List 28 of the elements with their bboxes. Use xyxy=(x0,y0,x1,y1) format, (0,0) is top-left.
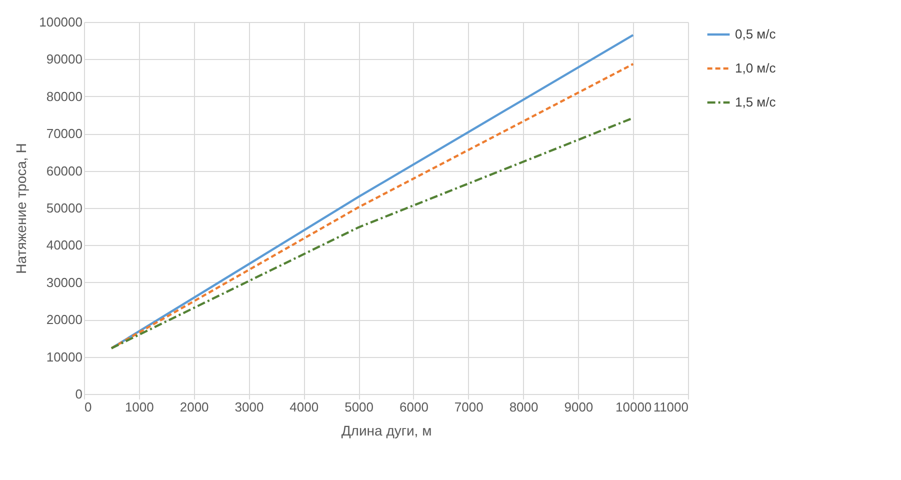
y-tick-label: 80000 xyxy=(46,88,82,104)
x-tick-label: 0 xyxy=(84,400,92,414)
y-tick-label: 50000 xyxy=(46,200,82,216)
x-tick-label: 11000 xyxy=(653,400,688,414)
y-tick-label: 0 xyxy=(75,386,82,402)
y-tick-label: 40000 xyxy=(46,238,82,253)
x-tick-label: 7000 xyxy=(454,400,484,414)
legend-label: 1,0 м/с xyxy=(735,60,776,76)
x-tick-label: 5000 xyxy=(344,400,374,414)
x-tick-label: 10000 xyxy=(616,400,652,414)
x-tick-label: 4000 xyxy=(290,400,319,414)
y-axis-title: Натяжение троса, Н xyxy=(13,143,30,274)
y-tick-label: 100000 xyxy=(39,14,82,30)
y-tick-label: 70000 xyxy=(46,126,82,142)
legend-label: 1,5 м/с xyxy=(735,94,776,110)
x-axis-title: Длина дуги, м xyxy=(341,422,432,438)
x-tick-label: 9000 xyxy=(564,400,594,414)
legend-label: 0,5 м/с xyxy=(735,26,776,42)
y-tick-label: 60000 xyxy=(46,163,82,178)
y-tick-label: 10000 xyxy=(46,349,82,364)
y-tick-label: 30000 xyxy=(46,274,82,290)
x-tick-label: 1000 xyxy=(124,400,154,414)
y-tick-label: 20000 xyxy=(46,312,82,328)
x-tick-label: 6000 xyxy=(399,400,428,414)
x-tick-label: 3000 xyxy=(234,400,264,414)
x-tick-label: 2000 xyxy=(180,400,209,414)
y-tick-label: 90000 xyxy=(46,52,82,67)
x-tick-label: 8000 xyxy=(509,400,538,414)
